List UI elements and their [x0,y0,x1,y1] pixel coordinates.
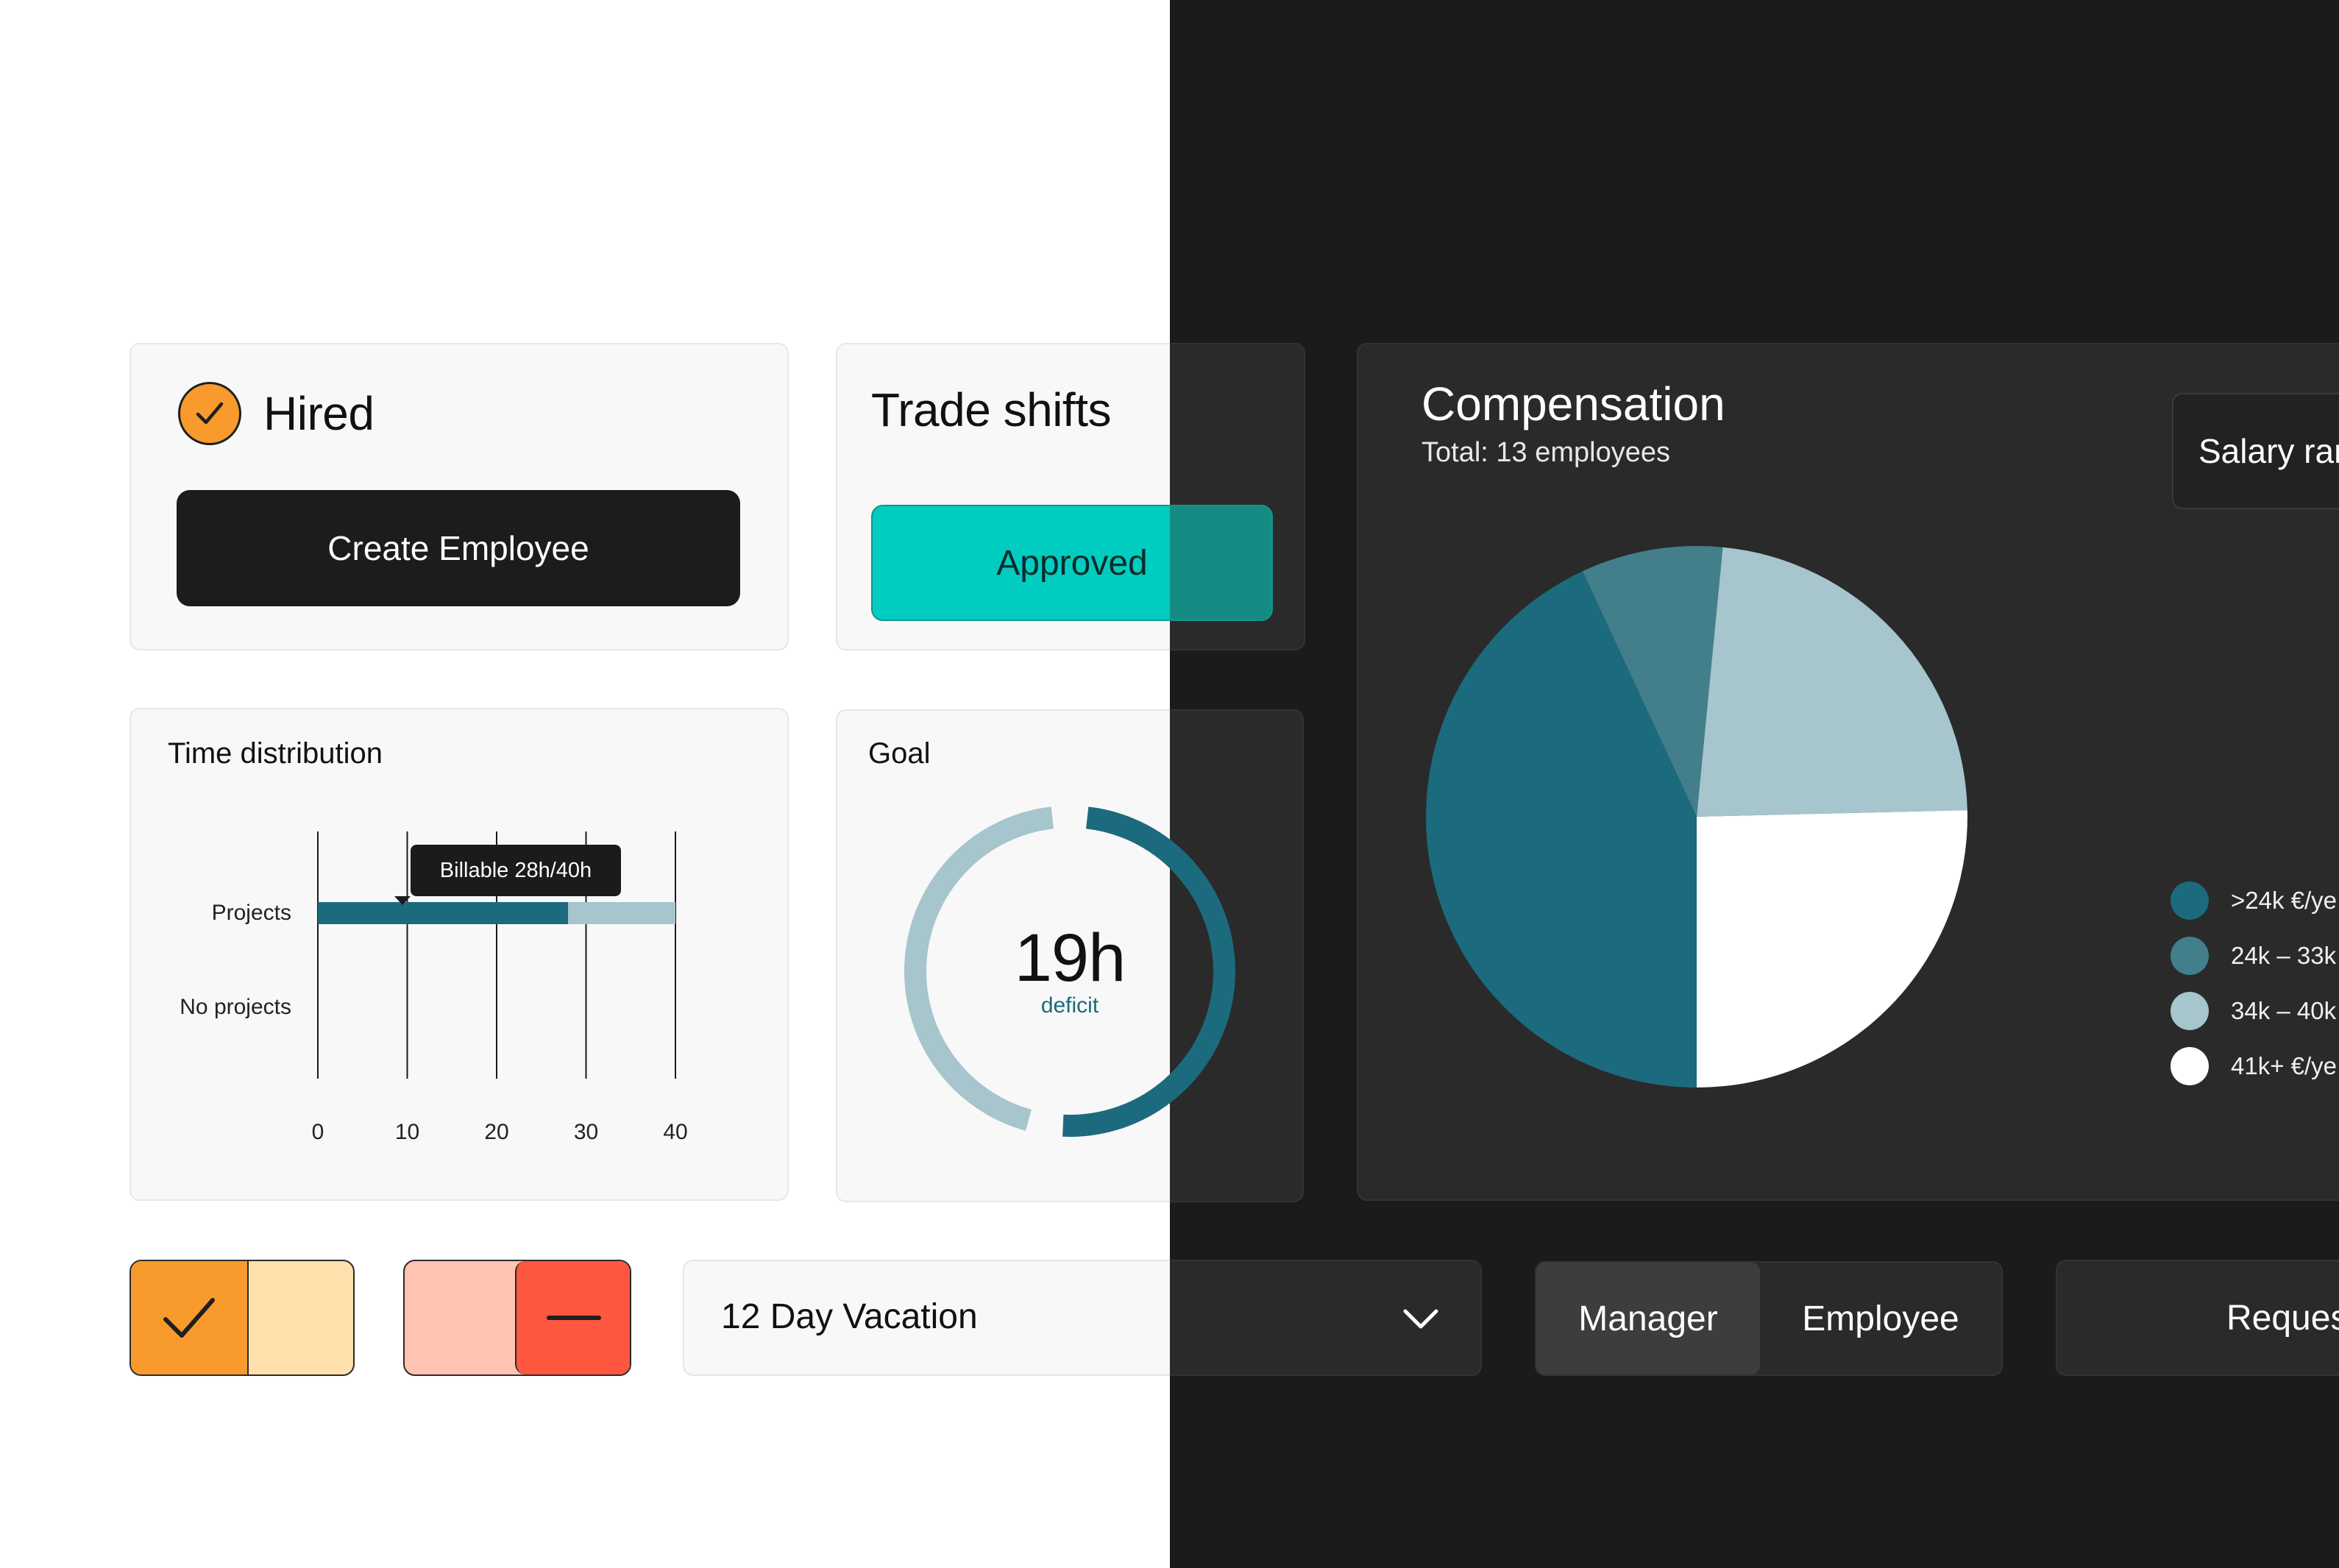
legend-swatch [2171,881,2209,920]
pie-slice [1582,546,1723,817]
goal-title: Goal [868,737,931,770]
pie-slice [1697,810,1967,1088]
approved-button-dark[interactable] [1170,505,1273,621]
reject-toggle[interactable] [403,1260,631,1376]
legend-item: 24k – 33k [2171,928,2337,983]
hired-card: Hired Create Employee [129,343,789,650]
minus-icon [547,1316,601,1320]
trade-shifts-card-dark [1170,343,1305,650]
legend-swatch [2171,936,2209,975]
billable-tooltip: Billable 28h/40h [394,845,621,905]
category-label: Projects [212,901,291,925]
trade-shifts-title: Trade shifts [871,383,1111,436]
goal-progress-arc [1062,806,1235,1137]
bar-segment [568,902,675,924]
hired-label: Hired [263,387,375,440]
chevron-down-icon[interactable] [1401,1304,1441,1333]
legend-swatch [2171,991,2209,1030]
request-button[interactable]: Reques [2056,1260,2339,1376]
legend-label: 24k – 33k [2231,941,2337,969]
legend-label: 34k – 40k [2231,996,2337,1024]
role-option-manager[interactable]: Manager [1536,1263,1760,1374]
goal-remaining-arc [904,806,1054,1131]
role-switch: Manager Employee [1535,1261,2003,1376]
compensation-pie-chart [1425,546,1967,1088]
approve-toggle[interactable] [129,1260,355,1376]
legend-item: 34k – 40k [2171,983,2337,1038]
legend-label: >24k €/ye [2231,886,2338,914]
svg-text:Billable 28h/40h: Billable 28h/40h [440,859,592,882]
x-tick-label: 40 [663,1120,687,1144]
pie-slice [1697,547,1967,817]
salary-range-label: Salary ran [2198,432,2339,470]
x-tick-label: 30 [574,1120,598,1144]
compensation-card: Compensation Total: 13 employees Salary … [1357,343,2339,1201]
x-tick-label: 20 [484,1120,508,1144]
pie-slice [1425,571,1697,1088]
compensation-legend: >24k €/ye 24k – 33k 34k – 40k 41k+ €/ye [2171,873,2337,1093]
role-option-employee[interactable]: Employee [1802,1299,1959,1338]
check-circle-icon [178,382,241,445]
goal-caption: deficit [1040,993,1099,1018]
goal-progress-ring [904,806,1235,1137]
time-distribution-title: Time distribution [168,737,383,770]
bar-segment [318,902,569,924]
compensation-title: Compensation [1421,377,1725,430]
time-distribution-chart: 0 10 20 30 40 Projects No projects Billable 28h… [180,831,688,1144]
reject-toggle-knob [515,1261,630,1374]
x-tick-label: 10 [395,1120,419,1144]
vacation-select-value: 12 Day Vacation [721,1297,978,1336]
checkmark-icon [163,1298,215,1338]
goal-value: 19h [1014,920,1126,996]
legend-swatch [2171,1046,2209,1085]
compensation-subtitle: Total: 13 employees [1421,437,1670,468]
approve-toggle-knob [131,1261,249,1374]
goal-card-dark [1170,709,1304,1202]
category-label: No projects [180,995,291,1019]
legend-item: 41k+ €/ye [2171,1038,2337,1093]
legend-item: >24k €/ye [2171,873,2337,928]
legend-label: 41k+ €/ye [2231,1051,2338,1079]
x-tick-label: 0 [312,1120,324,1144]
time-distribution-card: Time distribution 0 10 20 30 40 Projects No pr… [129,708,789,1201]
request-button-label: Reques [2226,1298,2339,1338]
salary-range-dropdown[interactable]: Salary ran [2172,393,2339,509]
create-employee-button[interactable]: Create Employee [177,490,740,606]
